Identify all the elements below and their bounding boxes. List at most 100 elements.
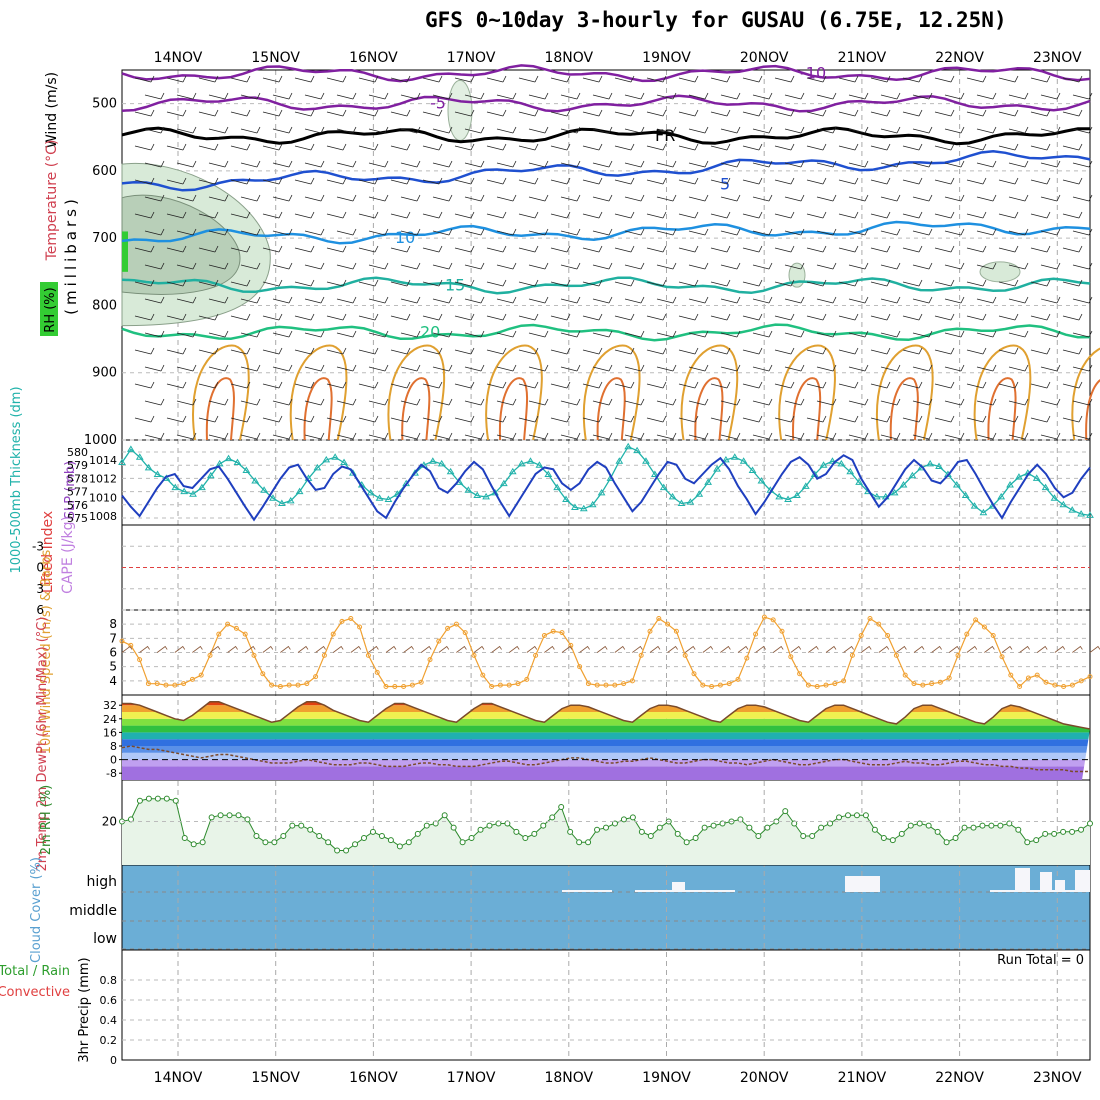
- wind-barb: [870, 177, 891, 185]
- wind-barb: [912, 364, 933, 372]
- wind-barb: [294, 415, 315, 423]
- thickness-point: [286, 496, 295, 504]
- wind-barb: [720, 92, 741, 100]
- wind-barb: [368, 432, 389, 440]
- slp-tick: 1012: [89, 473, 117, 486]
- thickness-point: [793, 491, 801, 499]
- wind-barb: [742, 177, 763, 185]
- wind-barb: [550, 109, 571, 117]
- wind-barb: [134, 347, 155, 355]
- wind-barb: [806, 381, 827, 389]
- wind-barb: [614, 279, 635, 287]
- wind-speed-point: [867, 616, 873, 621]
- wind-barb: [528, 92, 549, 100]
- wind-barb: [1030, 75, 1051, 83]
- rh-point: [871, 826, 878, 833]
- wind-barb: [1008, 330, 1029, 338]
- date-label-top: 19NOV: [642, 50, 691, 66]
- rh-point: [163, 795, 170, 802]
- wind-barb: [816, 194, 837, 202]
- wind-barb: [880, 330, 901, 338]
- thickness-point: [837, 459, 846, 467]
- wind-barb: [368, 398, 389, 406]
- rh-point: [594, 826, 601, 833]
- wind-barb: [208, 364, 229, 372]
- rh-point: [1051, 830, 1058, 837]
- wind-barb: [710, 313, 731, 321]
- wind-barb: [486, 347, 507, 355]
- wind-barb: [326, 245, 347, 253]
- wind-barb: [848, 262, 869, 270]
- lifted-tick: 6: [36, 603, 44, 617]
- wind-barb: [486, 415, 507, 423]
- wind-barb: [390, 381, 411, 389]
- wind-barb: [432, 262, 453, 270]
- thickness-point: [624, 442, 633, 450]
- thickness-point: [908, 471, 917, 479]
- wind-barb: [528, 330, 549, 338]
- wind-barb: [560, 432, 581, 440]
- wind-barb: [400, 296, 421, 304]
- wind-barb: [422, 75, 443, 83]
- wind-barb: [1062, 177, 1083, 185]
- wind-barb: [614, 415, 635, 423]
- wind-barb: [134, 279, 155, 287]
- thickness-point: [1077, 510, 1086, 517]
- chart-title: GFS 0~10day 3-hourly for GUSAU (6.75E, 1…: [425, 8, 1007, 32]
- thickness-point: [322, 455, 331, 463]
- rh-point: [674, 830, 681, 837]
- wind-barb: [176, 398, 197, 406]
- wind-barb: [966, 279, 987, 287]
- thickness-point: [713, 465, 721, 472]
- wind10m-barb: [860, 645, 872, 653]
- rh-point: [298, 822, 305, 829]
- wind-speed-point: [665, 621, 671, 627]
- wind10m-barb: [1072, 645, 1083, 653]
- wind-barb: [774, 211, 795, 219]
- wind-speed-point: [453, 621, 459, 627]
- temp2m-line: [122, 701, 1091, 730]
- warm-contour: [582, 344, 641, 441]
- rh-point: [522, 835, 529, 842]
- cloud-level-middle: middle: [69, 903, 117, 919]
- wind-barb: [294, 347, 315, 355]
- wind-speed-point: [682, 652, 688, 658]
- wind-barb: [464, 432, 485, 440]
- thickness-point: [118, 458, 126, 466]
- wind10m-barb: [808, 645, 819, 653]
- wind10m-barb: [491, 645, 502, 653]
- wind-barb: [806, 347, 827, 355]
- wind-barb: [880, 160, 901, 168]
- warm-contour: [876, 344, 934, 441]
- lifted-tick: 0: [36, 561, 44, 575]
- wind-speed-point: [119, 638, 125, 644]
- isotherm--10: [121, 64, 1091, 83]
- wind-barb: [710, 75, 731, 83]
- date-label-top: 17NOV: [447, 50, 496, 66]
- wind-barb: [336, 296, 357, 304]
- wind-barb: [432, 126, 453, 134]
- isotherm-label--5: -5: [430, 94, 446, 113]
- wind-barb: [198, 177, 219, 185]
- wind-barb: [646, 381, 667, 389]
- wind-barb: [998, 415, 1019, 423]
- hot-contour: [303, 377, 333, 441]
- wind-barb: [592, 160, 613, 168]
- wind-barb: [240, 330, 261, 338]
- high-cloud-bar: [1040, 872, 1052, 892]
- wind-barb: [944, 126, 965, 134]
- wind-barb: [358, 245, 379, 253]
- thickness-point: [153, 470, 162, 477]
- wind-barb: [582, 143, 603, 151]
- thickness-point: [872, 492, 881, 500]
- wind-barb: [230, 347, 251, 355]
- wind-barb: [912, 92, 933, 100]
- wind-barb: [848, 92, 869, 100]
- wind-speed-point: [629, 678, 635, 684]
- wind-barb: [262, 177, 283, 185]
- rh-point: [943, 839, 950, 846]
- wind-speed-point: [533, 652, 539, 658]
- wind-barb: [902, 75, 923, 83]
- wind-barb: [678, 381, 699, 389]
- wind-barb: [518, 415, 539, 423]
